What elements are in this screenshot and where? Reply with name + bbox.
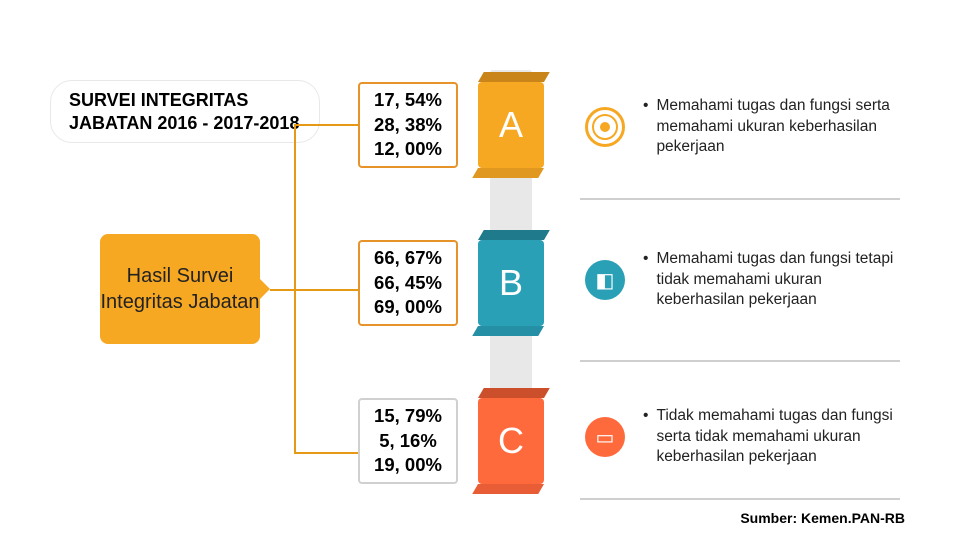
pct-b-2: 66, 45% [374,271,442,296]
picture-icon: ◧ [585,260,625,300]
source-label: Sumber: Kemen.PAN-RB [740,510,905,526]
block-a-letter: A [499,104,523,146]
block-a-top [478,72,550,82]
divider-3 [580,498,900,500]
pct-c-3: 19, 00% [374,453,442,478]
letter-column: A B C [478,70,544,482]
center-box: Hasil Survei Integritas Jabatan [100,234,260,344]
divider-1 [580,198,900,200]
screen-icon: ▭ [585,417,625,457]
pct-a-3: 12, 00% [374,137,442,162]
block-b: B [478,240,544,326]
desc-row-c: ▭ •Tidak memahami tugas dan fungsi serta… [585,382,905,492]
page-title: SURVEI INTEGRITAS JABATAN 2016 - 2017-20… [69,90,299,133]
pct-c-2: 5, 16% [379,429,437,454]
block-b-letter: B [499,262,523,304]
target-icon [585,107,625,147]
block-c-top [478,388,550,398]
desc-text-c: •Tidak memahami tugas dan fungsi serta t… [643,406,905,469]
pct-box-a: 17, 54% 28, 38% 12, 00% [358,82,458,168]
desc-c: Tidak memahami tugas dan fungsi serta ti… [656,406,905,469]
desc-text-b: •Memahami tugas dan fungsi tetapi tidak … [643,249,905,312]
pct-c-1: 15, 79% [374,404,442,429]
pct-box-c: 15, 79% 5, 16% 19, 00% [358,398,458,484]
pct-b-3: 69, 00% [374,295,442,320]
desc-row-a: •Memahami tugas dan fungsi serta memaham… [585,72,905,182]
block-a-bot [472,168,544,178]
block-c-letter: C [498,420,524,462]
source-text: Sumber: Kemen.PAN-RB [740,510,905,526]
center-label: Hasil Survei Integritas Jabatan [100,263,260,315]
desc-a: Memahami tugas dan fungsi serta memahami… [656,96,905,159]
block-a: A [478,82,544,168]
pct-box-b: 66, 67% 66, 45% 69, 00% [358,240,458,326]
pct-b-1: 66, 67% [374,246,442,271]
pct-a-1: 17, 54% [374,88,442,113]
desc-b: Memahami tugas dan fungsi tetapi tidak m… [656,249,905,312]
block-c: C [478,398,544,484]
desc-row-b: ◧ •Memahami tugas dan fungsi tetapi tida… [585,225,905,335]
block-c-bot [472,484,544,494]
branch-connector [270,130,360,430]
desc-text-a: •Memahami tugas dan fungsi serta memaham… [643,96,905,159]
divider-2 [580,360,900,362]
block-b-bot [472,326,544,336]
pct-a-2: 28, 38% [374,113,442,138]
block-b-top [478,230,550,240]
